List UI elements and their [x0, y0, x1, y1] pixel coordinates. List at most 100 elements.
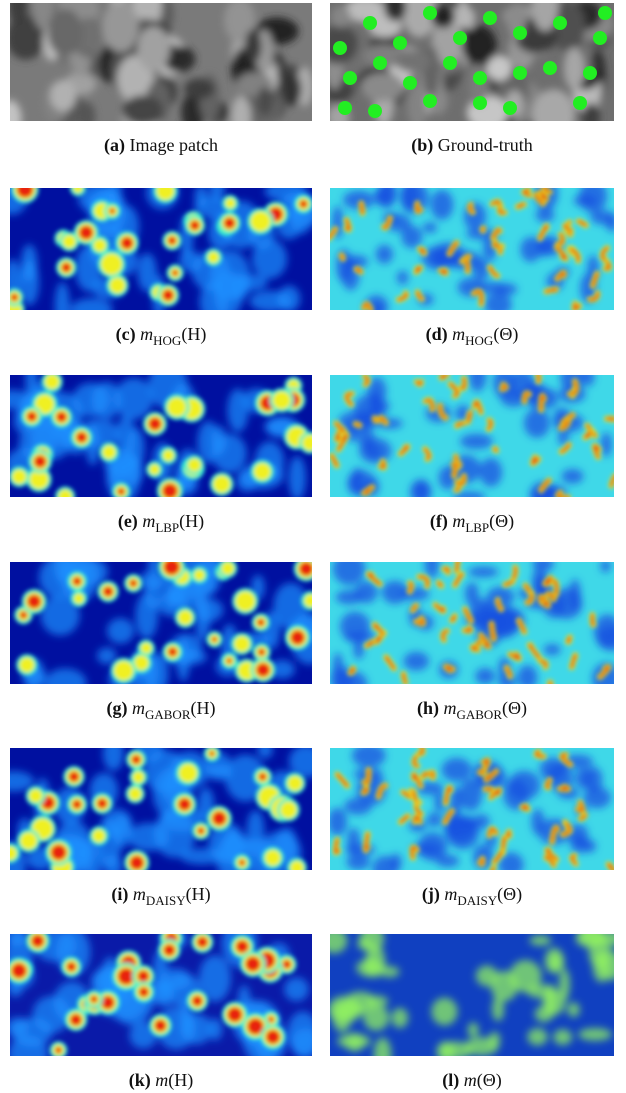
- caption: (a) Image patch: [104, 135, 218, 156]
- caption: (f) mLBP(Θ): [430, 511, 514, 535]
- image-panel: [330, 3, 614, 121]
- texture: [10, 188, 312, 310]
- caption-argument: (Θ): [493, 324, 518, 345]
- annotation-dot: [503, 101, 517, 115]
- caption-symbol: m: [133, 884, 146, 904]
- caption-label: (b): [411, 135, 433, 156]
- annotation-dot: [513, 26, 527, 40]
- image-panel: [10, 934, 312, 1056]
- caption-argument: (H): [186, 884, 211, 905]
- caption: (g) mGABOR(H): [106, 698, 215, 722]
- image-panel: [10, 562, 312, 684]
- caption: (d) mHOG(Θ): [426, 324, 519, 348]
- annotation-dot: [593, 31, 607, 45]
- caption-symbol: m: [452, 511, 465, 531]
- caption-label: (l): [442, 1070, 459, 1091]
- annotation-dot: [368, 104, 382, 118]
- caption: (b) Ground-truth: [411, 135, 532, 156]
- texture: [330, 375, 614, 497]
- annotation-dot: [403, 76, 417, 90]
- annotation-dot: [453, 31, 467, 45]
- caption: (c) mHOG(H): [116, 324, 207, 348]
- caption-argument: (Θ): [497, 884, 522, 905]
- texture: [347, 562, 612, 684]
- annotation-dot: [423, 94, 437, 108]
- caption-argument: (Θ): [502, 698, 527, 719]
- image-panel: [10, 375, 312, 497]
- texture: [330, 188, 613, 310]
- caption-label: (k): [129, 1070, 151, 1091]
- caption: (e) mLBP(H): [118, 511, 204, 535]
- image-panel: [330, 934, 614, 1056]
- image-panel: [10, 3, 312, 121]
- caption-symbol: m: [132, 698, 145, 718]
- annotation-dot: [393, 36, 407, 50]
- annotation-dot: [483, 11, 497, 25]
- caption: (k) m(H): [129, 1070, 194, 1091]
- texture: [10, 934, 297, 1056]
- caption-symbol: m: [444, 884, 457, 904]
- caption-subscript: HOG: [153, 333, 181, 348]
- annotation-dot: [473, 71, 487, 85]
- caption-argument: (H): [191, 698, 216, 719]
- annotation-dot: [443, 56, 457, 70]
- caption-label: (d): [426, 324, 448, 345]
- annotation-dot: [553, 16, 567, 30]
- caption-argument: (Θ): [489, 511, 514, 532]
- caption-subscript: DAISY: [457, 893, 497, 908]
- caption-symbol: m: [142, 511, 155, 531]
- annotation-dot: [583, 66, 597, 80]
- caption-subscript: GABOR: [145, 707, 191, 722]
- caption-label: (j): [422, 884, 440, 905]
- texture: [10, 375, 312, 497]
- caption-argument: (H): [181, 324, 206, 345]
- image-panel: [10, 748, 312, 870]
- caption-symbol: m: [140, 324, 153, 344]
- texture: [332, 748, 614, 870]
- caption-symbol: m: [443, 698, 456, 718]
- caption-subscript: LBP: [465, 520, 489, 535]
- image-panel: [330, 375, 614, 497]
- image-panel: [10, 188, 312, 310]
- annotation-dot: [373, 56, 387, 70]
- caption: (h) mGABOR(Θ): [417, 698, 527, 722]
- annotation-dot: [543, 61, 557, 75]
- texture: [10, 3, 312, 121]
- annotation-dot: [338, 101, 352, 115]
- caption: (l) m(Θ): [442, 1070, 502, 1091]
- caption-label: (i): [111, 884, 128, 905]
- caption-symbol: m: [464, 1070, 477, 1090]
- annotation-dot: [598, 6, 612, 20]
- caption-argument: (Θ): [477, 1070, 502, 1091]
- caption-argument: (H): [168, 1070, 193, 1091]
- annotation-dot: [473, 96, 487, 110]
- caption-subscript: LBP: [155, 520, 179, 535]
- caption-label: (f): [430, 511, 448, 532]
- caption: (i) mDAISY(H): [111, 884, 210, 908]
- annotation-dot: [513, 66, 527, 80]
- texture: [10, 748, 312, 870]
- texture: [10, 748, 307, 870]
- caption-label: (c): [116, 324, 136, 345]
- caption-label: (e): [118, 511, 138, 532]
- caption-subscript: DAISY: [146, 893, 186, 908]
- caption-symbol: m: [452, 324, 465, 344]
- caption-subscript: GABOR: [456, 707, 502, 722]
- caption: (j) mDAISY(Θ): [422, 884, 522, 908]
- caption-subscript: HOG: [465, 333, 493, 348]
- caption-text: Ground-truth: [438, 135, 533, 155]
- caption-label: (a): [104, 135, 125, 156]
- image-panel: [330, 562, 614, 684]
- image-panel: [330, 188, 614, 310]
- image-panel: [330, 748, 614, 870]
- caption-symbol: m: [155, 1070, 168, 1090]
- annotation-dot: [333, 41, 347, 55]
- annotation-dot: [423, 6, 437, 20]
- caption-label: (h): [417, 698, 439, 719]
- annotation-dot: [573, 96, 587, 110]
- texture: [14, 562, 312, 684]
- annotation-dot: [343, 71, 357, 85]
- annotation-dot: [363, 16, 377, 30]
